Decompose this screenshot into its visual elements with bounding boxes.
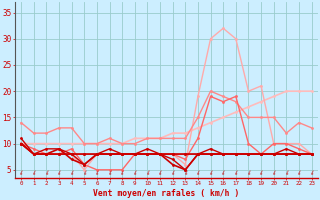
Text: ↓: ↓: [30, 170, 37, 177]
Text: ↓: ↓: [81, 170, 88, 177]
Text: ↓: ↓: [56, 170, 62, 177]
X-axis label: Vent moyen/en rafales ( km/h ): Vent moyen/en rafales ( km/h ): [93, 189, 239, 198]
Text: ↓: ↓: [43, 170, 50, 177]
Text: ↓: ↓: [132, 170, 138, 177]
Text: ↓: ↓: [296, 170, 302, 177]
Text: ↓: ↓: [119, 170, 125, 177]
Text: ↓: ↓: [195, 170, 201, 177]
Text: ↓: ↓: [68, 170, 75, 177]
Text: ↓: ↓: [93, 170, 100, 177]
Text: ↓: ↓: [270, 170, 277, 177]
Text: ↓: ↓: [258, 170, 264, 177]
Text: ↓: ↓: [18, 170, 24, 177]
Text: ↓: ↓: [106, 170, 113, 177]
Text: ↓: ↓: [220, 170, 227, 177]
Text: ↓: ↓: [233, 170, 239, 177]
Text: ↓: ↓: [308, 170, 315, 177]
Text: ↓: ↓: [144, 170, 151, 177]
Text: ↓: ↓: [207, 170, 214, 177]
Text: ↓: ↓: [245, 170, 252, 177]
Text: ↓: ↓: [283, 170, 290, 177]
Text: ↓: ↓: [182, 170, 188, 177]
Text: ↓: ↓: [169, 170, 176, 177]
Text: ↓: ↓: [157, 170, 164, 177]
